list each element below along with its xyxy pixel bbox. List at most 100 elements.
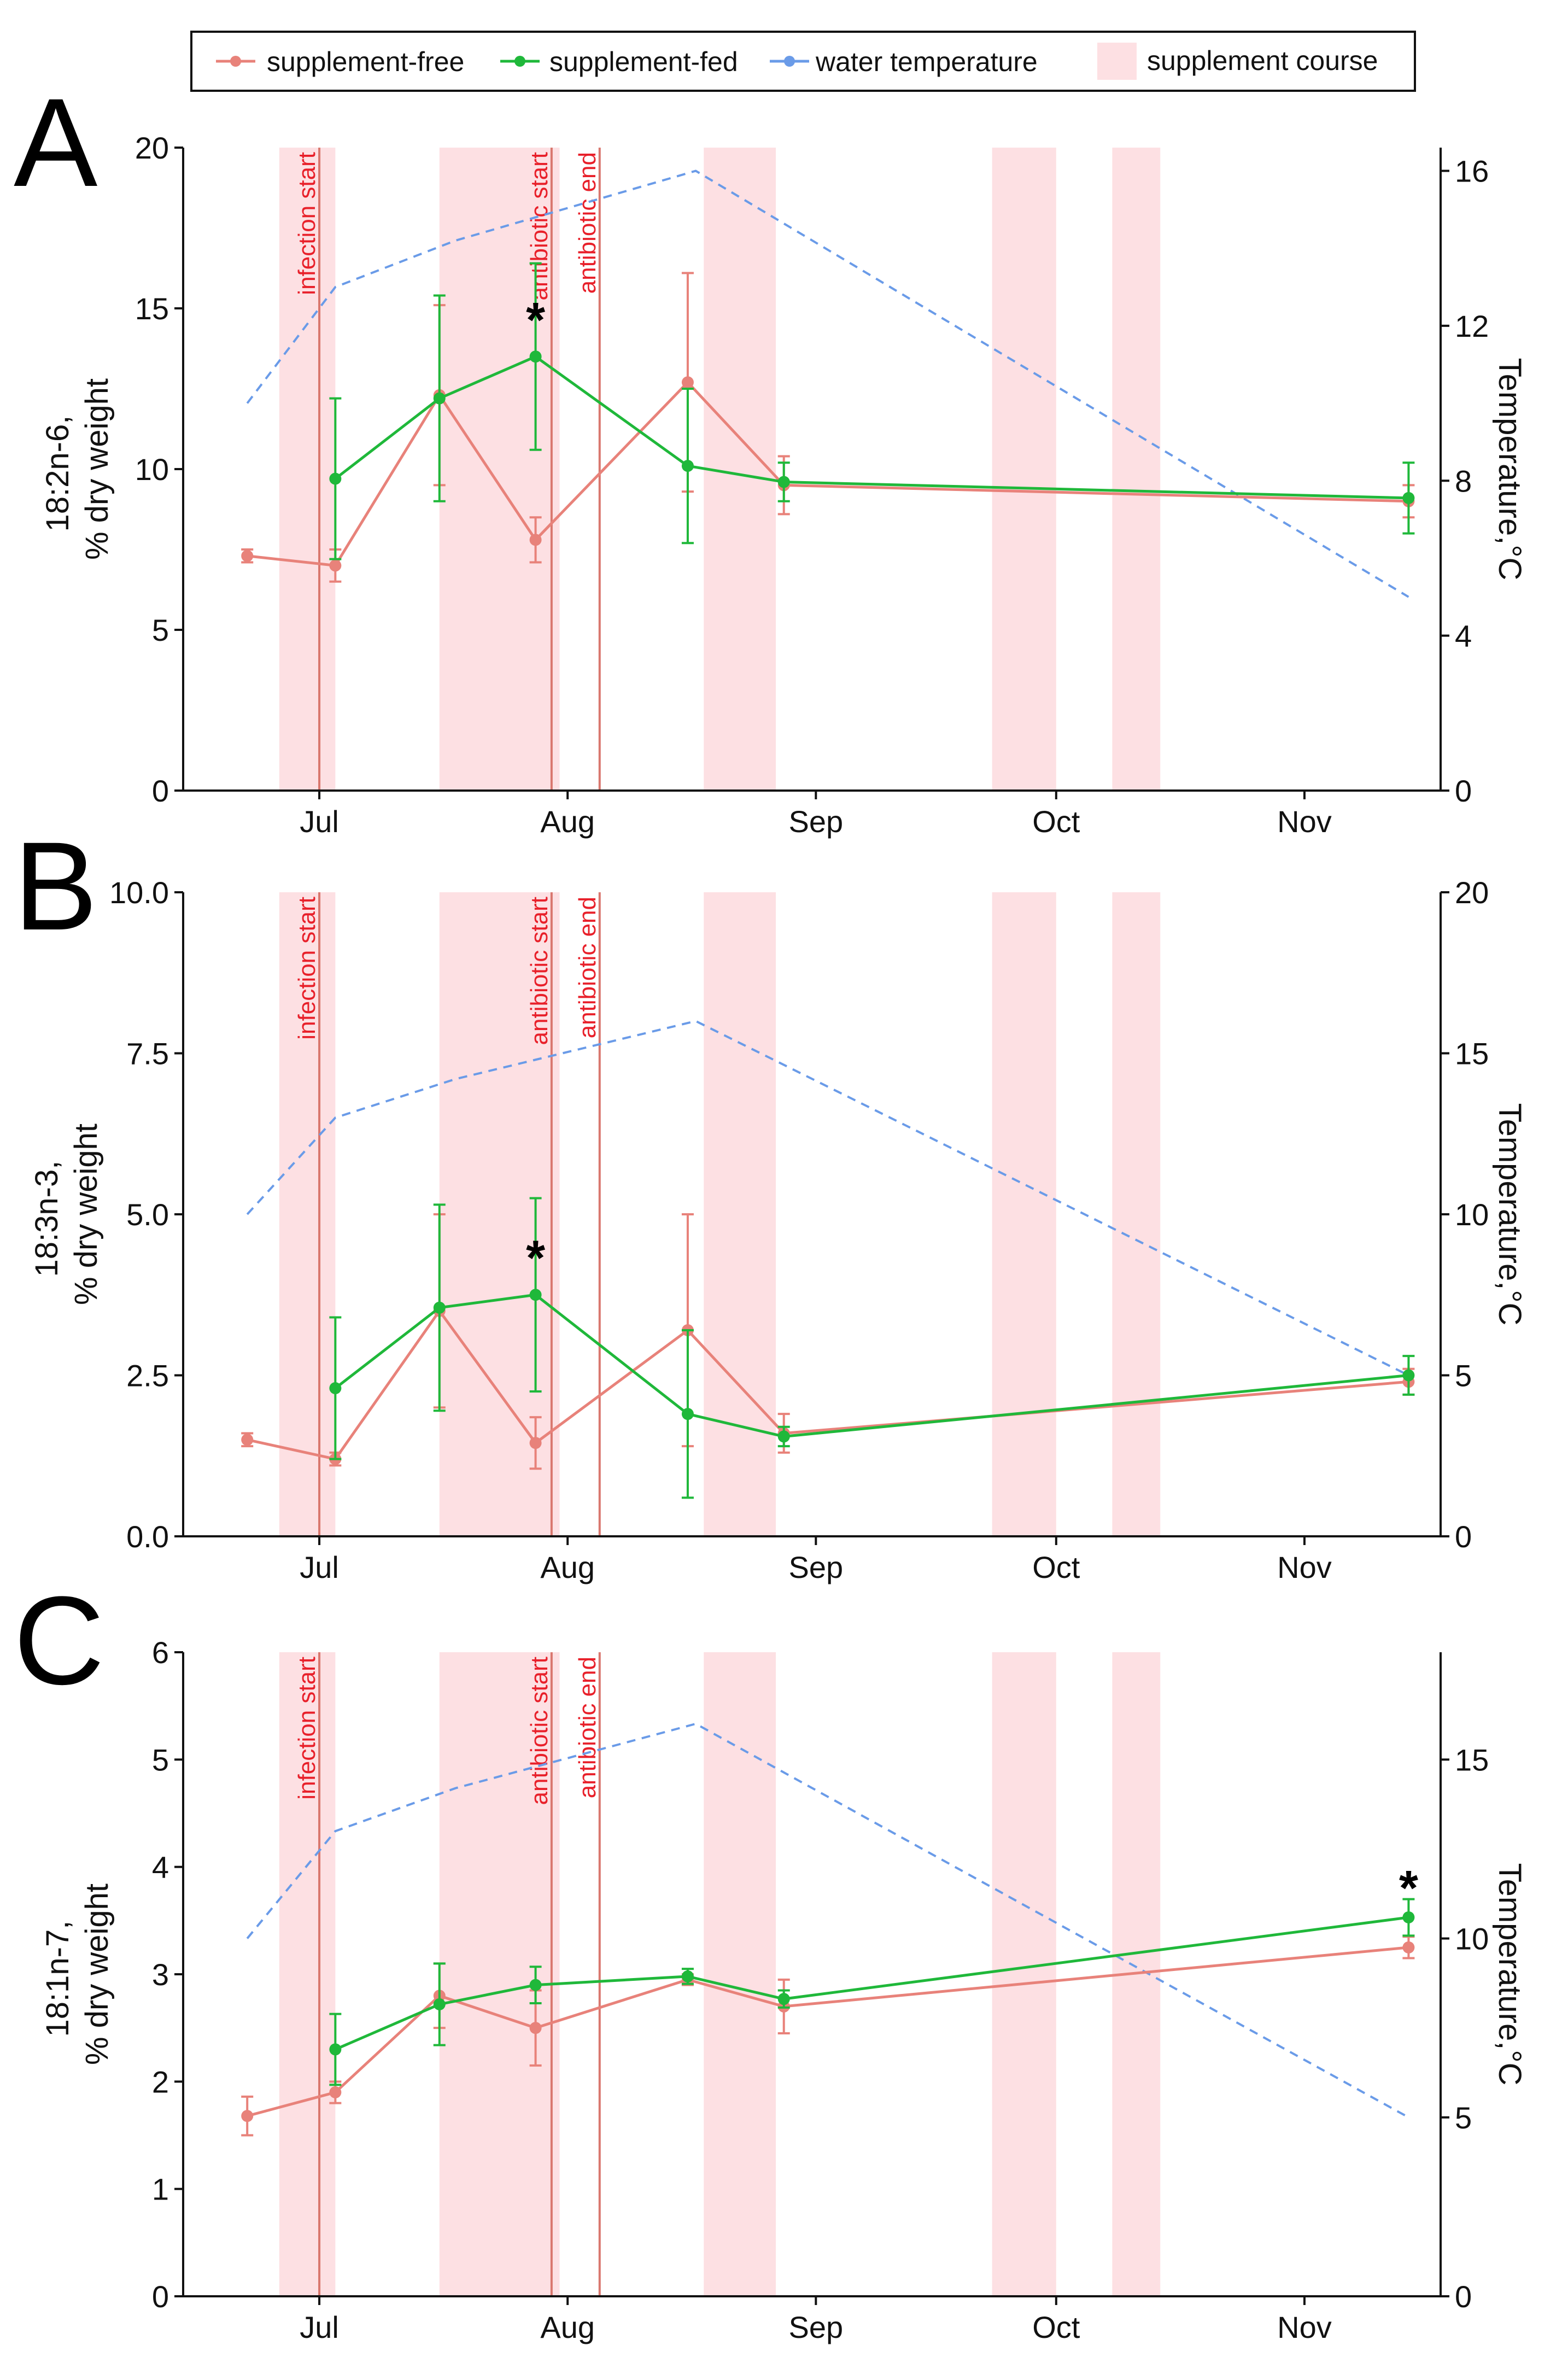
- y-axis-title-c-line1: 18:1n-7,: [40, 1921, 75, 2037]
- plot-area-b: infection start antibiotic start antibioti…: [279, 892, 1161, 1536]
- significance-marker: *: [526, 293, 545, 348]
- y-tick-label: 15: [135, 291, 169, 326]
- supplement-course-band: [439, 892, 560, 1536]
- y-axis-title-a-line2: % dry weight: [79, 378, 115, 560]
- y-tick-label: 10.0: [109, 875, 169, 910]
- data-point-free: [241, 549, 254, 562]
- plot-area-c: infection start antibiotic start antibioti…: [279, 1652, 1161, 2296]
- data-point-free: [1402, 1941, 1415, 1953]
- data-point-fed: [329, 472, 342, 485]
- y2-axis-title-a: Temperature,°C: [1492, 358, 1528, 581]
- y2-tick-label: 0: [1455, 1519, 1472, 1554]
- data-point-fed: [529, 1979, 542, 1991]
- y-tick-label: 10: [135, 452, 169, 487]
- y-axis-title-b-line1: 18:3n-3,: [29, 1161, 65, 1277]
- event-label-infection-start: infection start: [294, 1657, 320, 1800]
- legend-item-supplement-free: supplement-free: [216, 46, 464, 77]
- y2-tick-label: 0: [1455, 774, 1472, 808]
- data-point-fed: [433, 1998, 446, 2010]
- x-tick-label: Aug: [540, 1550, 595, 1584]
- y2-tick-label: 8: [1455, 464, 1472, 498]
- x-tick-label: Nov: [1277, 804, 1332, 839]
- data-point-fed: [433, 392, 446, 405]
- data-point-fed: [777, 1993, 790, 2005]
- series-line-fed: [335, 1916, 1409, 2051]
- event-label-antibiotic-end: antibiotic end: [574, 897, 601, 1038]
- y-tick-label: 0.0: [126, 1519, 169, 1554]
- significance-marker: *: [526, 1231, 545, 1286]
- supplement-course-band: [704, 892, 776, 1536]
- data-point-fed: [777, 476, 790, 488]
- data-point-fed: [329, 1382, 342, 1395]
- legend-marker-supplement-fed: [514, 56, 525, 67]
- y2-tick-label: 10: [1455, 1922, 1489, 1956]
- data-point-fed: [1402, 1911, 1415, 1923]
- y-tick-label: 5: [152, 613, 169, 647]
- x-tick-label: Sep: [789, 804, 844, 839]
- supplement-course-band: [279, 892, 336, 1536]
- data-point-free: [529, 1437, 542, 1449]
- legend-label-supplement-free: supplement-free: [267, 46, 464, 77]
- supplement-course-band: [439, 148, 560, 791]
- y-tick-label: 5: [152, 1742, 169, 1777]
- panel-letter-a: A: [14, 72, 97, 213]
- data-point-free: [329, 2086, 342, 2098]
- event-label-antibiotic-end: antibiotic end: [574, 1657, 601, 1798]
- x-tick-label: Nov: [1277, 1550, 1332, 1584]
- legend-label-supplement-fed: supplement-fed: [549, 46, 738, 77]
- x-tick-label: Jul: [300, 1550, 339, 1584]
- supplement-course-band: [704, 1652, 776, 2296]
- panel-b: infection start antibiotic start antibioti…: [14, 816, 1528, 1584]
- y2-tick-label: 20: [1455, 875, 1489, 910]
- data-point-free: [241, 2110, 254, 2122]
- supplement-course-band: [279, 1652, 336, 2296]
- legend-marker-supplement-free: [230, 56, 241, 67]
- supplement-course-band: [992, 1652, 1056, 2296]
- series-line-fed: [334, 1293, 1409, 1438]
- y-tick-label: 2: [152, 2064, 169, 2099]
- supplement-course-band: [1112, 148, 1161, 791]
- y2-axis-title-b: Temperature,°C: [1492, 1103, 1528, 1326]
- water-temperature-line: [246, 1020, 1409, 1377]
- x-tick-label: Aug: [540, 804, 595, 839]
- event-label-antibiotic-end: antibiotic end: [574, 152, 601, 294]
- water-temperature-line: [246, 1722, 1409, 2119]
- water-temperature-line: [246, 169, 1409, 598]
- y2-tick-label: 5: [1455, 2101, 1472, 2135]
- legend-item-supplement-fed: supplement-fed: [500, 46, 738, 77]
- data-point-free: [241, 1434, 254, 1446]
- x-tick-label: Jul: [300, 804, 339, 839]
- data-point-free: [529, 2022, 542, 2034]
- legend: supplement-free supplement-fed water tem…: [190, 31, 1416, 92]
- data-point-fed: [777, 1430, 790, 1443]
- supplement-course-band: [279, 148, 336, 791]
- y-tick-label: 0: [152, 2279, 169, 2314]
- y-axis-title-c-line2: % dry weight: [79, 1883, 115, 2065]
- event-label-antibiotic-start: antibiotic start: [526, 152, 553, 300]
- x-tick-label: Oct: [1032, 2310, 1080, 2344]
- data-point-fed: [681, 1970, 694, 1982]
- y-tick-label: 3: [152, 1957, 169, 1992]
- supplement-course-band: [992, 148, 1056, 791]
- y2-tick-label: 0: [1455, 2279, 1472, 2314]
- y-tick-label: 1: [152, 2172, 169, 2207]
- legend-item-supplement-course: supplement course: [1097, 43, 1378, 80]
- y2-tick-label: 5: [1455, 1359, 1472, 1393]
- data-point-free: [329, 559, 342, 572]
- y-axis-title-a-line1: 18:2n-6,: [40, 416, 75, 532]
- supplement-course-band: [992, 892, 1056, 1536]
- y2-tick-label: 16: [1455, 154, 1489, 189]
- data-point-fed: [1402, 1369, 1415, 1382]
- panel-letter-b: B: [14, 816, 97, 956]
- supplement-course-band: [704, 148, 776, 791]
- significance-marker: *: [1399, 1861, 1418, 1916]
- y-tick-label: 20: [135, 131, 169, 165]
- y2-axis-title-c: Temperature,°C: [1492, 1863, 1528, 2086]
- legend-swatch-supplement-course: [1097, 43, 1137, 80]
- x-tick-label: Oct: [1032, 804, 1080, 839]
- legend-item-water-temperature: water temperature: [770, 46, 1038, 77]
- data-point-fed: [529, 350, 542, 363]
- series-line-fed: [334, 355, 1409, 500]
